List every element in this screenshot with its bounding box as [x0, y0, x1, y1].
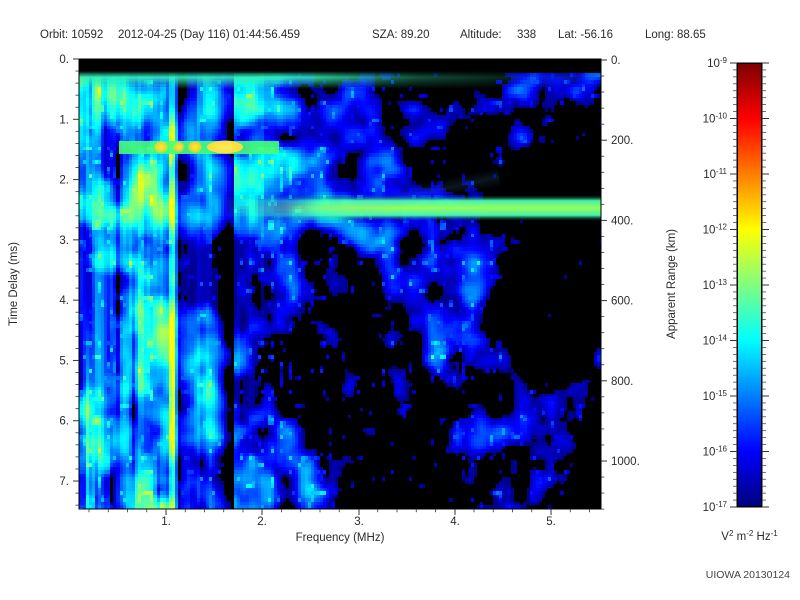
svg-text:3.: 3. — [354, 516, 364, 528]
svg-text:10-14: 10-14 — [703, 333, 728, 348]
svg-text:200.: 200. — [611, 135, 633, 147]
svg-text:10-11: 10-11 — [703, 167, 727, 182]
svg-text:400.: 400. — [611, 215, 633, 227]
svg-text:Frequency (MHz): Frequency (MHz) — [296, 532, 385, 544]
svg-text:1.: 1. — [161, 516, 171, 528]
svg-text:800.: 800. — [611, 376, 633, 388]
svg-text:10-16: 10-16 — [703, 444, 728, 459]
svg-text:Time Delay (ms): Time Delay (ms) — [8, 242, 20, 326]
svg-text:3.: 3. — [59, 235, 69, 247]
svg-text:4.: 4. — [59, 295, 69, 307]
svg-text:10-13: 10-13 — [703, 278, 728, 293]
svg-text:5.: 5. — [59, 355, 69, 367]
svg-text:10-12: 10-12 — [703, 222, 728, 237]
svg-text:600.: 600. — [611, 296, 633, 308]
svg-text:1000.: 1000. — [611, 456, 640, 468]
svg-text:0.: 0. — [611, 55, 621, 67]
svg-text:2.: 2. — [257, 516, 267, 528]
svg-text:10-10: 10-10 — [703, 111, 728, 126]
svg-text:7.: 7. — [59, 476, 69, 488]
svg-text:6.: 6. — [59, 416, 69, 428]
svg-text:4.: 4. — [450, 516, 460, 528]
svg-text:V2 m-2 Hz-1: V2 m-2 Hz-1 — [721, 529, 778, 544]
svg-text:2.: 2. — [59, 175, 69, 187]
svg-text:Apparent Range (km): Apparent Range (km) — [666, 229, 678, 339]
svg-text:0.: 0. — [59, 54, 69, 66]
svg-text:10-15: 10-15 — [703, 389, 728, 404]
svg-text:10-9: 10-9 — [707, 56, 727, 71]
svg-text:1.: 1. — [59, 114, 69, 126]
svg-text:10-17: 10-17 — [703, 500, 728, 515]
svg-text:UIOWA 20130124: UIOWA 20130124 — [706, 569, 790, 581]
svg-text:5.: 5. — [546, 516, 556, 528]
